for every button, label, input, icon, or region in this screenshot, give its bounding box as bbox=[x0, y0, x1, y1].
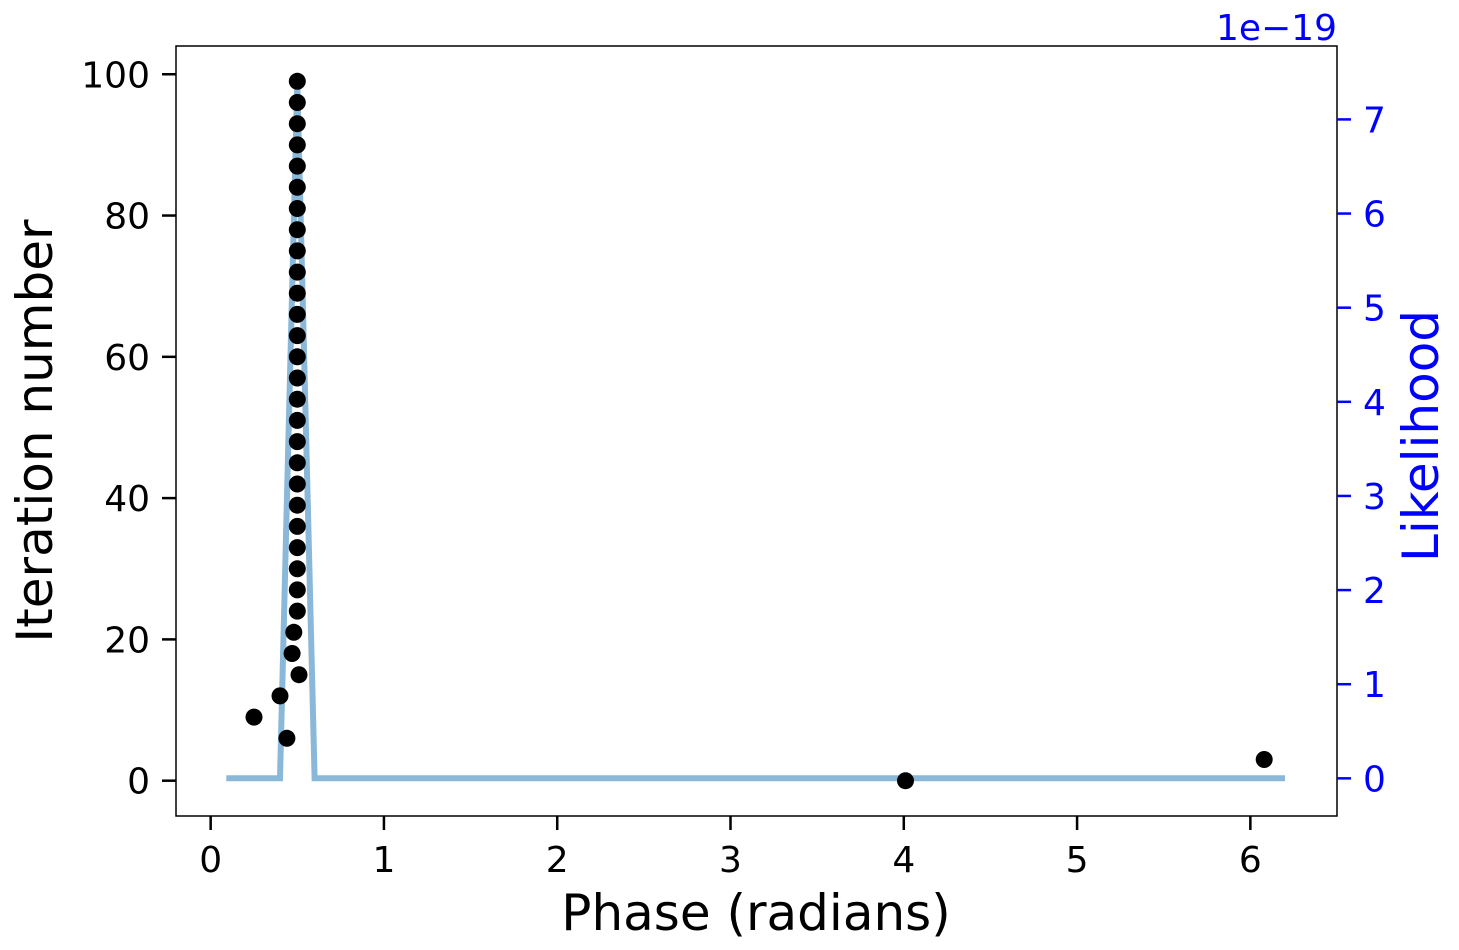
y-axis-right: 0 1 2 3 4 5 6 7 bbox=[1337, 100, 1386, 800]
data-point bbox=[288, 539, 306, 557]
y-axis-left: 0 20 40 60 80 100 bbox=[81, 55, 176, 803]
y-tick-label: 0 bbox=[127, 762, 150, 803]
x-tick-label: 6 bbox=[1239, 840, 1262, 881]
x-tick-label: 3 bbox=[719, 840, 742, 881]
data-point bbox=[288, 496, 306, 514]
data-point bbox=[288, 284, 306, 302]
data-point bbox=[897, 772, 914, 790]
data-point bbox=[245, 708, 263, 726]
data-point bbox=[288, 327, 306, 345]
data-point bbox=[288, 602, 306, 620]
data-point bbox=[288, 242, 306, 260]
y-tick-label: 80 bbox=[104, 197, 150, 238]
data-point bbox=[288, 390, 306, 408]
x-tick-label: 1 bbox=[372, 840, 395, 881]
data-point bbox=[288, 263, 306, 281]
data-point bbox=[288, 475, 306, 493]
x-tick-label: 4 bbox=[892, 840, 915, 881]
plot-area bbox=[226, 72, 1285, 790]
y2-offset-text: 1e−19 bbox=[1216, 8, 1337, 49]
data-point bbox=[288, 433, 306, 451]
data-point bbox=[288, 581, 306, 599]
y2-tick-label: 5 bbox=[1363, 289, 1386, 330]
data-point bbox=[285, 623, 303, 641]
y2-tick-label: 1 bbox=[1363, 665, 1386, 706]
x-axis-title: Phase (radians) bbox=[561, 884, 950, 942]
data-point bbox=[290, 666, 308, 684]
data-point bbox=[288, 454, 306, 472]
data-point bbox=[288, 115, 306, 133]
y2-tick-label: 7 bbox=[1363, 100, 1386, 141]
plot-frame bbox=[175, 45, 1338, 817]
y-axis-title: Iteration number bbox=[6, 219, 64, 643]
y2-tick-label: 3 bbox=[1363, 477, 1386, 518]
data-point bbox=[278, 729, 296, 747]
y-tick-label: 40 bbox=[104, 479, 150, 520]
data-point bbox=[288, 369, 306, 387]
data-point bbox=[288, 157, 306, 175]
data-point bbox=[288, 178, 306, 196]
data-point bbox=[1255, 751, 1273, 768]
y2-tick-label: 6 bbox=[1363, 195, 1386, 236]
x-tick-label: 5 bbox=[1066, 840, 1089, 881]
data-point bbox=[288, 348, 306, 366]
data-point bbox=[288, 136, 306, 154]
data-point bbox=[288, 72, 306, 90]
data-point bbox=[288, 517, 306, 535]
y2-axis-title: Likelihood bbox=[1392, 310, 1450, 562]
y2-tick-label: 0 bbox=[1363, 759, 1386, 800]
y-tick-label: 100 bbox=[81, 55, 150, 96]
y2-tick-label: 4 bbox=[1363, 383, 1386, 424]
x-tick-label: 2 bbox=[546, 840, 569, 881]
y-tick-label: 20 bbox=[104, 620, 150, 661]
y2-tick-label: 2 bbox=[1363, 571, 1386, 612]
x-tick-label: 0 bbox=[199, 840, 222, 881]
x-axis: 0 1 2 3 4 5 6 bbox=[199, 816, 1262, 881]
data-point bbox=[283, 645, 301, 662]
data-point bbox=[288, 411, 306, 429]
likelihood-line bbox=[226, 81, 1285, 782]
data-point bbox=[288, 221, 306, 239]
data-point bbox=[288, 94, 306, 111]
data-point bbox=[288, 305, 306, 323]
data-point bbox=[271, 687, 289, 705]
data-point bbox=[288, 200, 306, 217]
y-tick-label: 60 bbox=[104, 338, 150, 379]
data-point bbox=[288, 560, 306, 578]
